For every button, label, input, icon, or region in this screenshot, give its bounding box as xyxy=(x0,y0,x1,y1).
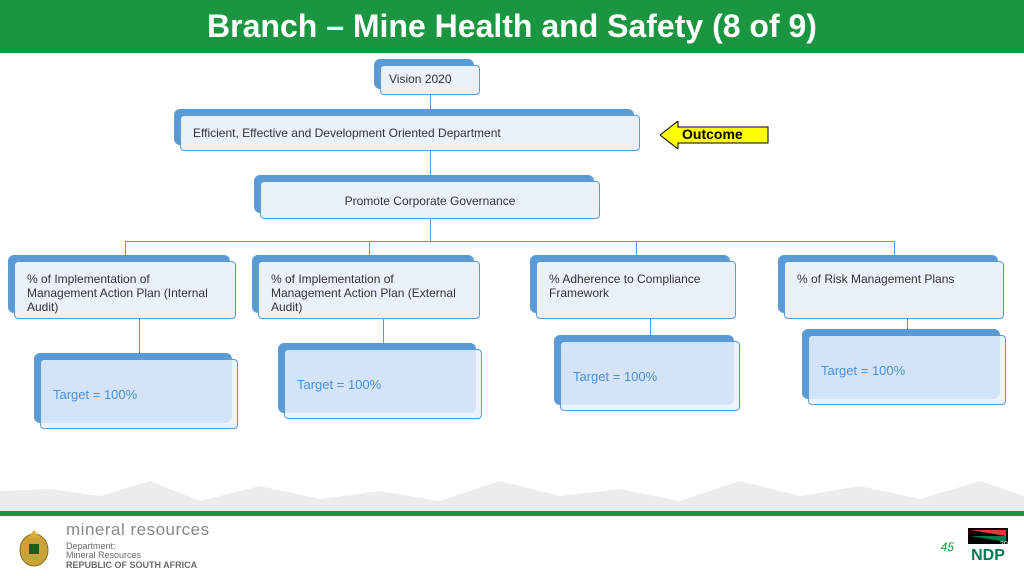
svg-text:NDP: NDP xyxy=(971,547,1005,564)
node-kpi-2: % of Implementation of Management Action… xyxy=(258,261,480,319)
node-target-2: Target = 100% xyxy=(284,349,482,419)
coat-of-arms-icon xyxy=(12,524,56,568)
ndp-logo-icon: NDP 2030 xyxy=(964,524,1012,568)
silhouette-decoration xyxy=(0,451,1024,511)
svg-text:2030: 2030 xyxy=(1000,541,1012,548)
outcome-callout: Outcome xyxy=(660,121,770,149)
node-kpi-3: % Adherence to Compliance Framework xyxy=(536,261,736,319)
outcome-label: Outcome xyxy=(682,126,743,142)
node-kpi-4: % of Risk Management Plans xyxy=(784,261,1004,319)
page-number: 45 xyxy=(941,540,954,554)
org-chart: Vision 2020 Efficient, Effective and Dev… xyxy=(0,53,1024,493)
footer-brand: mineral resources xyxy=(66,521,210,540)
node-department: Efficient, Effective and Development Ori… xyxy=(180,115,640,151)
node-vision: Vision 2020 xyxy=(380,65,480,95)
connector xyxy=(125,241,895,242)
node-target-4: Target = 100% xyxy=(808,335,1006,405)
node-kpi-1: % of Implementation of Management Action… xyxy=(14,261,236,319)
node-promote: Promote Corporate Governance xyxy=(260,181,600,219)
slide-footer: mineral resources Department:Mineral Res… xyxy=(0,511,1024,576)
node-target-1: Target = 100% xyxy=(40,359,238,429)
connector xyxy=(430,219,431,241)
slide-title: Branch – Mine Health and Safety (8 of 9) xyxy=(0,0,1024,53)
node-target-3: Target = 100% xyxy=(560,341,740,411)
